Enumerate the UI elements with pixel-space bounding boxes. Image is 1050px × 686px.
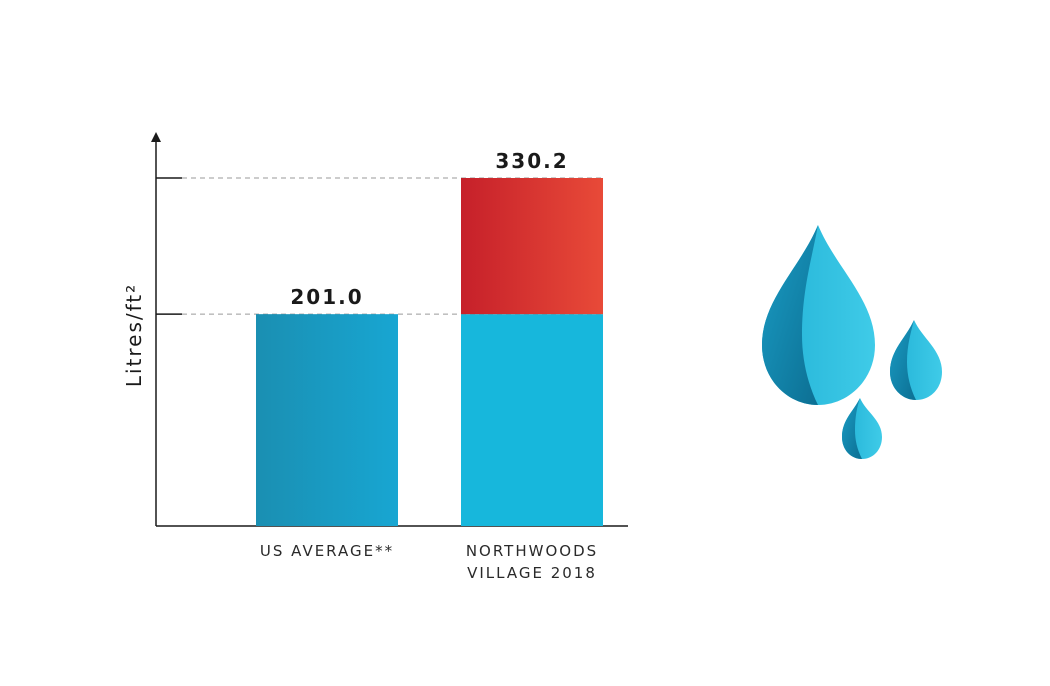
labels: 201.0 330.2 US AVERAGE** NORTHWOODS VILLAGE …	[260, 149, 598, 582]
value-label-0: 201.0	[290, 285, 363, 309]
bar-northwoods-excess	[461, 178, 603, 315]
bar-northwoods-base	[461, 314, 603, 526]
y-axis-arrow	[151, 132, 161, 142]
category-label-1-0: NORTHWOODS	[466, 542, 598, 560]
value-label-1: 330.2	[495, 149, 568, 173]
category-label-1-1: VILLAGE 2018	[467, 564, 597, 582]
bars	[256, 178, 603, 526]
bar-us-average	[256, 314, 398, 526]
y-axis-title: Litres/ft²	[122, 283, 146, 387]
water-drops-icon	[762, 225, 942, 459]
category-label-0-0: US AVERAGE**	[260, 542, 394, 560]
